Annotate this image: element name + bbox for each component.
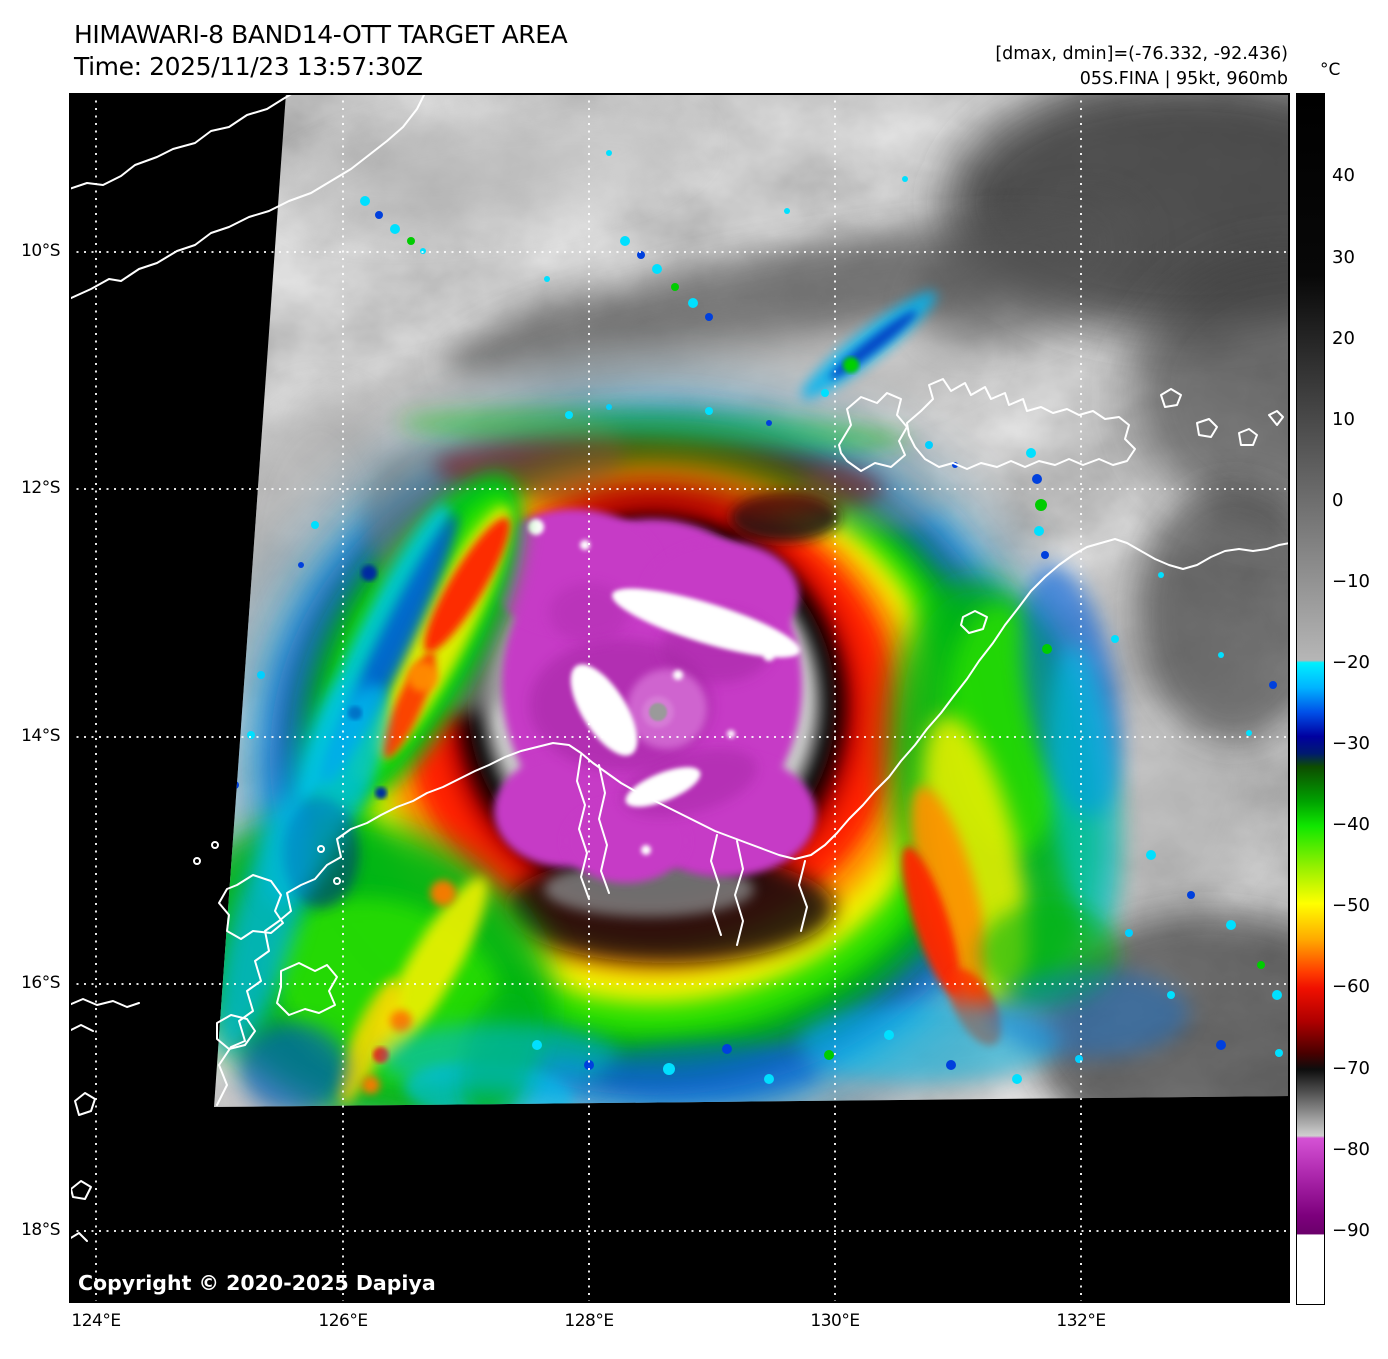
lon-tick-label: 130°E bbox=[810, 1311, 860, 1331]
storm-stats: [dmax, dmin]=(-76.332, -92.436) 05S.FINA… bbox=[995, 42, 1288, 92]
colorbar-tick-label: −50 bbox=[1332, 895, 1370, 916]
colorbar-tick-label: 30 bbox=[1332, 247, 1355, 268]
colorbar-tick-label: 10 bbox=[1332, 409, 1355, 430]
overshooting-tops bbox=[528, 519, 800, 855]
dmax-dmin-label: [dmax, dmin]=(-76.332, -92.436) bbox=[995, 44, 1288, 64]
storm-eye bbox=[649, 703, 667, 721]
colorbar-tick-label: 20 bbox=[1332, 328, 1355, 349]
lat-tick-label: 12°S bbox=[21, 478, 60, 498]
convective-speckles bbox=[218, 150, 1283, 1084]
central-dense-overcast bbox=[486, 509, 816, 883]
page-title: HIMAWARI-8 BAND14-OTT TARGET AREA bbox=[74, 20, 568, 49]
colorbar-tick-label: −70 bbox=[1332, 1058, 1370, 1079]
lon-tick-label: 126°E bbox=[318, 1311, 368, 1331]
data-swath bbox=[214, 93, 1290, 1107]
storm-id-intensity-label: 05S.FINA | 95kt, 960mb bbox=[1079, 69, 1288, 89]
colorbar-tick-label: −10 bbox=[1332, 571, 1370, 592]
colorbar-tick-label: −90 bbox=[1332, 1220, 1370, 1241]
temperature-colorbar bbox=[1296, 93, 1325, 1305]
satellite-imagery bbox=[69, 93, 1290, 1303]
colorbar-tick-label: −60 bbox=[1332, 976, 1370, 997]
satellite-map: Copyright © 2020-2025 Dapiya bbox=[69, 93, 1290, 1303]
graticule bbox=[69, 93, 1290, 1303]
lon-tick-label: 128°E bbox=[564, 1311, 614, 1331]
lon-tick-label: 124°E bbox=[71, 1311, 121, 1331]
lat-tick-label: 18°S bbox=[21, 1220, 60, 1240]
colorbar-tick-label: −40 bbox=[1332, 814, 1370, 835]
rainbands bbox=[214, 291, 1189, 1107]
timestamp-label: Time: 2025/11/23 13:57:30Z bbox=[74, 52, 423, 81]
lat-tick-label: 16°S bbox=[21, 973, 60, 993]
copyright-label: Copyright © 2020-2025 Dapiya bbox=[78, 1271, 436, 1295]
lon-tick-label: 132°E bbox=[1056, 1311, 1106, 1331]
colorbar-tick-label: −80 bbox=[1332, 1139, 1370, 1160]
coastlines bbox=[69, 93, 1290, 1242]
colorbar-gradient bbox=[1297, 94, 1324, 1304]
lat-tick-label: 10°S bbox=[21, 241, 60, 261]
colorbar-tick-label: 40 bbox=[1332, 165, 1355, 186]
lat-tick-label: 14°S bbox=[21, 726, 60, 746]
colorbar-tick-label: −30 bbox=[1332, 733, 1370, 754]
colorbar-unit-label: °C bbox=[1320, 60, 1341, 80]
colorbar-tick-label: −20 bbox=[1332, 652, 1370, 673]
map-frame bbox=[69, 93, 1290, 1303]
colorbar-tick-label: 0 bbox=[1332, 490, 1344, 511]
